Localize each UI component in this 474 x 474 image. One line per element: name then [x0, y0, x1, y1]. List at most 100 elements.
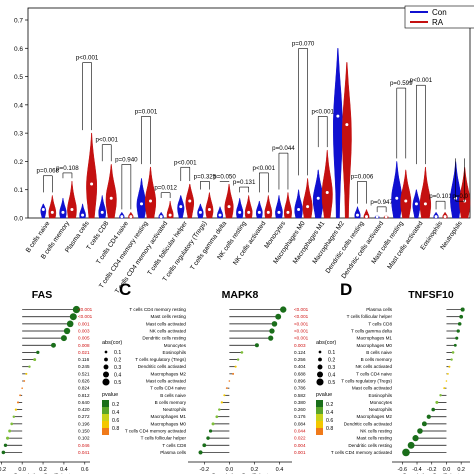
p-value-label: p=0.940 [115, 156, 138, 163]
row-label: NK cells activated [355, 364, 392, 369]
x-tick-label: -0.4 [412, 467, 421, 473]
p-value-label: p<0.001 [95, 137, 118, 144]
legend-pvalue-swatch [316, 414, 323, 421]
violin-con [79, 203, 86, 219]
legend-pvalue-swatch [102, 407, 109, 414]
panel-letter-d: D [340, 280, 353, 299]
lollipop-dot [234, 365, 237, 368]
x-tick-label: 0.0 [18, 467, 26, 473]
violin-ra-median [384, 215, 388, 219]
legend-pvalue-title: pvalue [316, 392, 332, 398]
lollipop-dot [451, 351, 455, 354]
row-label: NK cells resting [360, 429, 392, 434]
row-label: T cells CD8 [162, 443, 186, 448]
violin-con-median [120, 215, 124, 219]
row-label: Mast cells activated [352, 386, 393, 391]
violin-ra [400, 169, 412, 219]
legend-abs-label: 0.4 [114, 373, 121, 379]
violin-ra [67, 180, 77, 219]
lollipop-dot [445, 380, 448, 382]
legend-pvalue-label: 0.2 [112, 402, 119, 408]
violin-ra [105, 164, 117, 219]
row-label: Monocytes [164, 343, 187, 348]
lollipop-dot [202, 443, 207, 448]
panel-title: TNFSF10 [408, 289, 454, 301]
lollipop-dot [16, 401, 20, 404]
violin-ra [419, 166, 432, 219]
legend-abs-dot [317, 371, 323, 378]
violin-ra-median [286, 210, 290, 214]
violin-ra-median [50, 210, 54, 214]
x-tick-label: 0.2 [39, 467, 47, 473]
row-p-value: 0.001 [294, 450, 306, 455]
row-label: T cells regulatory (Tregs) [135, 357, 186, 362]
row-p-value: 0.044 [294, 429, 306, 434]
violin-ra [264, 195, 273, 219]
lollipop-dot [208, 429, 213, 433]
legend-abs-dot [104, 350, 108, 354]
row-label: Dendritic cells activated [344, 421, 393, 426]
lollipop-dot [448, 365, 451, 368]
violin-con [255, 200, 263, 219]
violin-con-median [257, 210, 261, 214]
violin-con-median [277, 210, 281, 214]
p-value-label: p=0.006 [351, 173, 374, 180]
legend-abs-label: 0.3 [328, 365, 335, 371]
violin-ra [302, 178, 313, 219]
lollipop-dot [271, 321, 278, 327]
row-label: Eosinophils [369, 393, 393, 398]
legend-abs-dot [316, 378, 324, 386]
legend-con-label: Con [432, 8, 447, 17]
lollipop-dot [28, 365, 31, 368]
legend-pvalue-label: 0.8 [326, 426, 333, 432]
category-label: T cells gamma delta [189, 220, 228, 272]
legend-abs-dot [103, 364, 109, 370]
p-value-label: p=0.050 [213, 173, 236, 180]
row-p-value: 0.008 [78, 343, 90, 348]
violin-con-median [414, 202, 418, 206]
lollipop-dot [435, 400, 439, 404]
row-label: NK cells activated [149, 329, 186, 334]
row-p-value: 0.260 [294, 407, 306, 412]
row-p-value: 0.021 [78, 350, 90, 355]
p-value-label: p=0.012 [154, 185, 177, 192]
x-tick-label: -0.6 [398, 467, 407, 473]
x-tick-label: 0.2 [251, 467, 259, 473]
violin-ra [144, 166, 157, 219]
p-value-label: p<0.001 [76, 55, 99, 62]
violin-con-median [100, 210, 104, 214]
row-p-value: 0.102 [78, 436, 90, 441]
row-p-value: 0.582 [294, 393, 306, 398]
violin-ra [224, 183, 234, 219]
lollipop-dot [72, 305, 81, 314]
lollipop-dot [5, 436, 10, 440]
row-p-value: 0.150 [78, 429, 90, 434]
lollipop-dot [19, 394, 21, 397]
lollipop-dot [223, 394, 226, 397]
row-p-value: 0.272 [78, 414, 90, 419]
row-p-value: <0.001 [78, 307, 93, 312]
x-tick-label: 0.0 [226, 467, 234, 473]
lollipop-dot [215, 415, 219, 419]
row-label: T cells gamma delta [351, 329, 392, 334]
row-p-value: 0.812 [78, 393, 90, 398]
row-label: T cells follicular helper [347, 314, 393, 319]
lollipop-dot [12, 415, 16, 418]
lollipop-dot [225, 387, 228, 390]
violin-con [136, 178, 147, 219]
lollipop-dot [254, 343, 259, 348]
row-label: Macrophages M0 [151, 421, 187, 426]
row-p-value: 0.824 [78, 386, 90, 391]
violin-con [59, 197, 67, 219]
violin-ra [283, 192, 292, 219]
x-tick-label: -0.2 [0, 467, 6, 473]
legend-pvalue-label: 0.4 [112, 410, 119, 416]
lollipop-dot [25, 372, 28, 375]
violin-con [333, 48, 343, 219]
row-p-value: <0.001 [294, 336, 309, 341]
lollipop-dot [459, 314, 464, 319]
legend-abs-dot [104, 357, 108, 362]
lollipop-dot [439, 394, 442, 397]
row-label: T cells CD4 memory activated [331, 450, 393, 455]
